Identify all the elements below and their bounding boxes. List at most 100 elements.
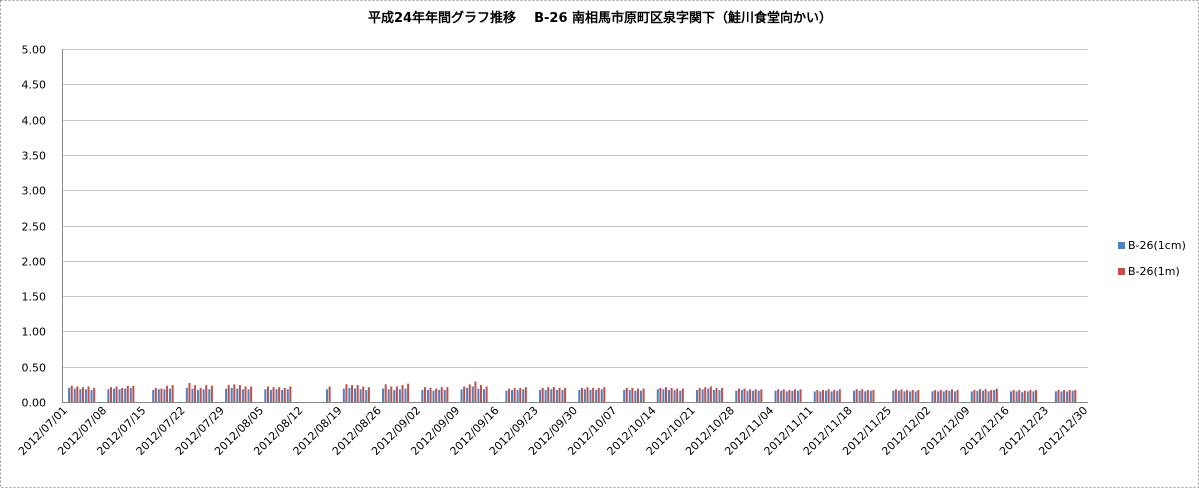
bar-b26-1cm: [752, 390, 755, 402]
y-tick-label: 2.50: [22, 221, 47, 234]
bar-b26-1cm: [79, 389, 82, 402]
y-tick-label: 5.00: [22, 44, 47, 57]
bar-b26-1cm: [858, 390, 861, 402]
bar-b26-1cm: [505, 390, 508, 402]
bar-b26-1cm: [382, 388, 385, 402]
bar-b26-1cm: [819, 391, 822, 402]
bar-b26-1cm: [426, 390, 429, 402]
legend-label-b26-1cm: B-26(1cm): [1128, 239, 1186, 252]
bar-b26-1m: [552, 387, 555, 402]
bar-b26-1m: [266, 386, 269, 402]
bar-b26-1m: [132, 385, 135, 402]
bar-b26-1cm: [539, 390, 542, 402]
bar-b26-1cm: [830, 391, 833, 402]
bar-b26-1cm: [342, 388, 345, 402]
bar-b26-1cm: [589, 390, 592, 402]
bar-b26-1cm: [976, 390, 979, 402]
bar-b26-1cm: [398, 389, 401, 402]
bar-b26-1m: [670, 387, 673, 402]
bar-b26-1cm: [163, 389, 166, 402]
bar-b26-1m: [278, 387, 281, 402]
bar-b26-1m: [81, 387, 84, 402]
bar-b26-1cm: [757, 390, 760, 402]
bar-b26-1m: [227, 385, 230, 402]
bar-b26-1cm: [780, 390, 783, 402]
bar-b26-1m: [345, 384, 348, 402]
bar-b26-1m: [1018, 390, 1021, 402]
bar-b26-1cm: [68, 387, 71, 402]
bar-b26-1cm: [107, 389, 110, 402]
bar-b26-1cm: [169, 388, 172, 402]
bar-b26-1cm: [673, 390, 676, 402]
bar-b26-1m: [665, 387, 668, 402]
bar-b26-1cm: [892, 390, 895, 402]
bar-b26-1m: [827, 389, 830, 402]
bar-b26-1m: [1023, 390, 1026, 402]
legend-item-b26-1m: B-26(1m): [1118, 265, 1180, 278]
bar-b26-1cm: [275, 389, 278, 402]
bar-b26-1cm: [796, 390, 799, 402]
bar-b26-1m: [659, 387, 662, 402]
bar-b26-1cm: [836, 390, 839, 402]
bar-b26-1m: [906, 390, 909, 402]
bar-b26-1m: [945, 390, 948, 402]
y-tick-label: 1.00: [22, 326, 47, 339]
bar-b26-1m: [70, 385, 73, 402]
bar-b26-1m: [636, 388, 639, 402]
bar-b26-1cm: [785, 391, 788, 402]
bar-b26-1cm: [813, 391, 816, 402]
bar-b26-1cm: [1009, 391, 1013, 402]
bar-b26-1cm: [628, 390, 631, 402]
bar-b26-1m: [194, 385, 197, 402]
bar-b26-1m: [351, 385, 354, 402]
bar-b26-1m: [990, 390, 993, 402]
bar-b26-1m: [272, 387, 275, 402]
bar-b26-1cm: [129, 387, 132, 402]
bar-b26-1cm: [1015, 391, 1018, 402]
bar-b26-1m: [1063, 390, 1066, 402]
bar-b26-1cm: [735, 390, 738, 402]
bar-b26-1cm: [404, 388, 407, 402]
bar-b26-1cm: [1032, 391, 1035, 402]
bar-b26-1m: [704, 387, 707, 402]
bar-b26-1m: [592, 387, 595, 402]
bar-b26-1m: [367, 387, 370, 402]
bar-b26-1cm: [152, 390, 155, 402]
bar-b26-1cm: [1021, 392, 1024, 402]
bar-b26-1m: [463, 386, 466, 402]
bar-b26-1cm: [937, 391, 940, 402]
bar-b26-1m: [171, 385, 174, 402]
bar-b26-1cm: [269, 390, 272, 402]
bar-b26-1cm: [634, 390, 637, 402]
bar-b26-1cm: [90, 390, 93, 402]
bar-b26-1m: [956, 390, 959, 402]
bar-b26-1cm: [897, 390, 900, 402]
bar-b26-1m: [210, 385, 213, 402]
bar-b26-1cm: [864, 391, 867, 402]
bar-b26-1m: [866, 390, 869, 402]
bar-b26-1cm: [853, 390, 856, 402]
y-tick-label: 3.50: [22, 150, 47, 163]
bar-b26-1m: [250, 386, 253, 402]
bar-b26-1m: [934, 390, 937, 402]
bar-b26-1cm: [701, 389, 704, 402]
bar-b26-1cm: [600, 389, 603, 402]
legend: B-26(1cm) B-26(1m): [1118, 239, 1186, 278]
bar-b26-1m: [356, 385, 359, 402]
bar-b26-1m: [681, 388, 684, 402]
bar-b26-1m: [541, 387, 544, 402]
bar-b26-1cm: [1026, 391, 1029, 402]
bar-b26-1m: [199, 387, 202, 402]
bar-b26-1m: [87, 386, 90, 402]
bar-b26-1m: [984, 389, 987, 402]
bar-b26-1m: [440, 387, 443, 402]
bar-b26-1cm: [774, 390, 777, 402]
bar-b26-1m: [564, 387, 567, 402]
bar-b26-1m: [435, 388, 438, 402]
y-tick-label: 0.00: [22, 397, 47, 410]
bar-b26-1cm: [387, 389, 390, 402]
bar-b26-1cm: [1066, 391, 1069, 402]
bar-b26-1m: [401, 385, 404, 402]
bar-b26-1m: [749, 389, 752, 402]
